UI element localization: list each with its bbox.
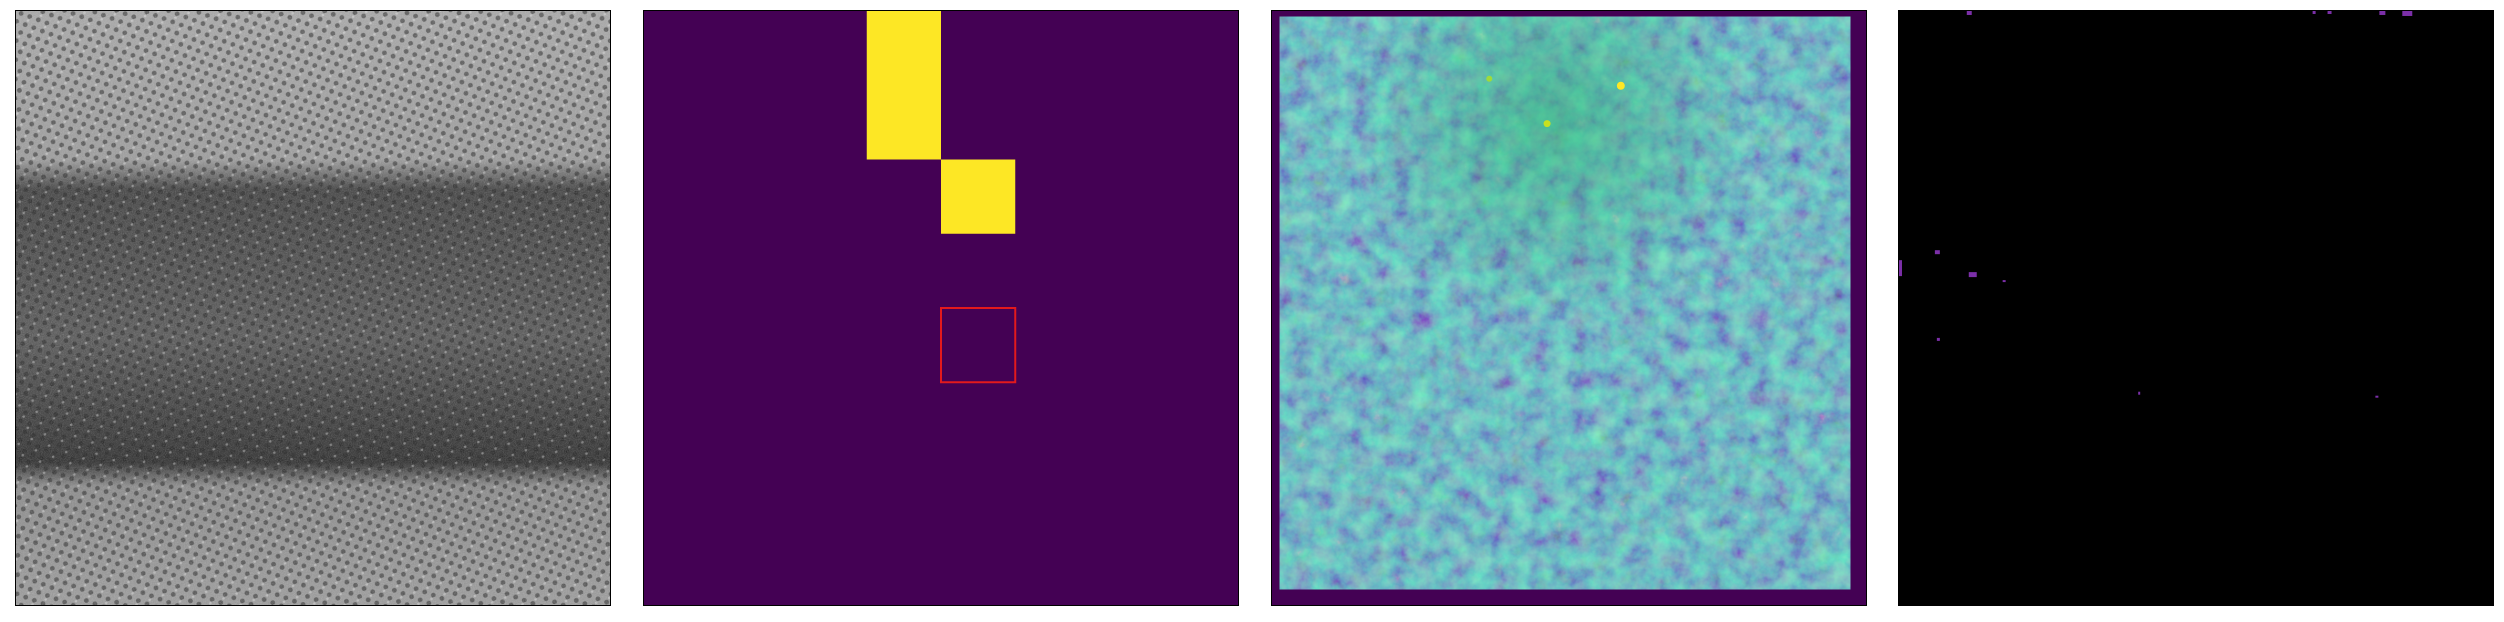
sparse-spots: [1899, 11, 2413, 398]
mask-selected-patch-2: [941, 159, 1016, 234]
viridis-heatmap-image: [1272, 11, 1866, 605]
patch-mask-panel: [643, 10, 1239, 606]
grayscale-lattice-panel: [15, 10, 611, 606]
sparse-activation-image: [1899, 11, 2493, 605]
heatmap-peak-2: [1543, 120, 1551, 128]
mask-outline-patch: [940, 307, 1017, 384]
heatmap-panel: [1271, 10, 1867, 606]
sparse-map-panel: [1898, 10, 2494, 606]
patch-mask-image: [644, 11, 1238, 605]
sparse-background: [1899, 11, 2493, 605]
heatmap-peak-3: [1486, 75, 1493, 82]
mask-selected-patch-1: [866, 11, 941, 160]
heatmap-peak-1: [1616, 81, 1625, 90]
heatmap-hotspot: [1279, 16, 1851, 590]
grayscale-lattice-image: [16, 11, 610, 605]
